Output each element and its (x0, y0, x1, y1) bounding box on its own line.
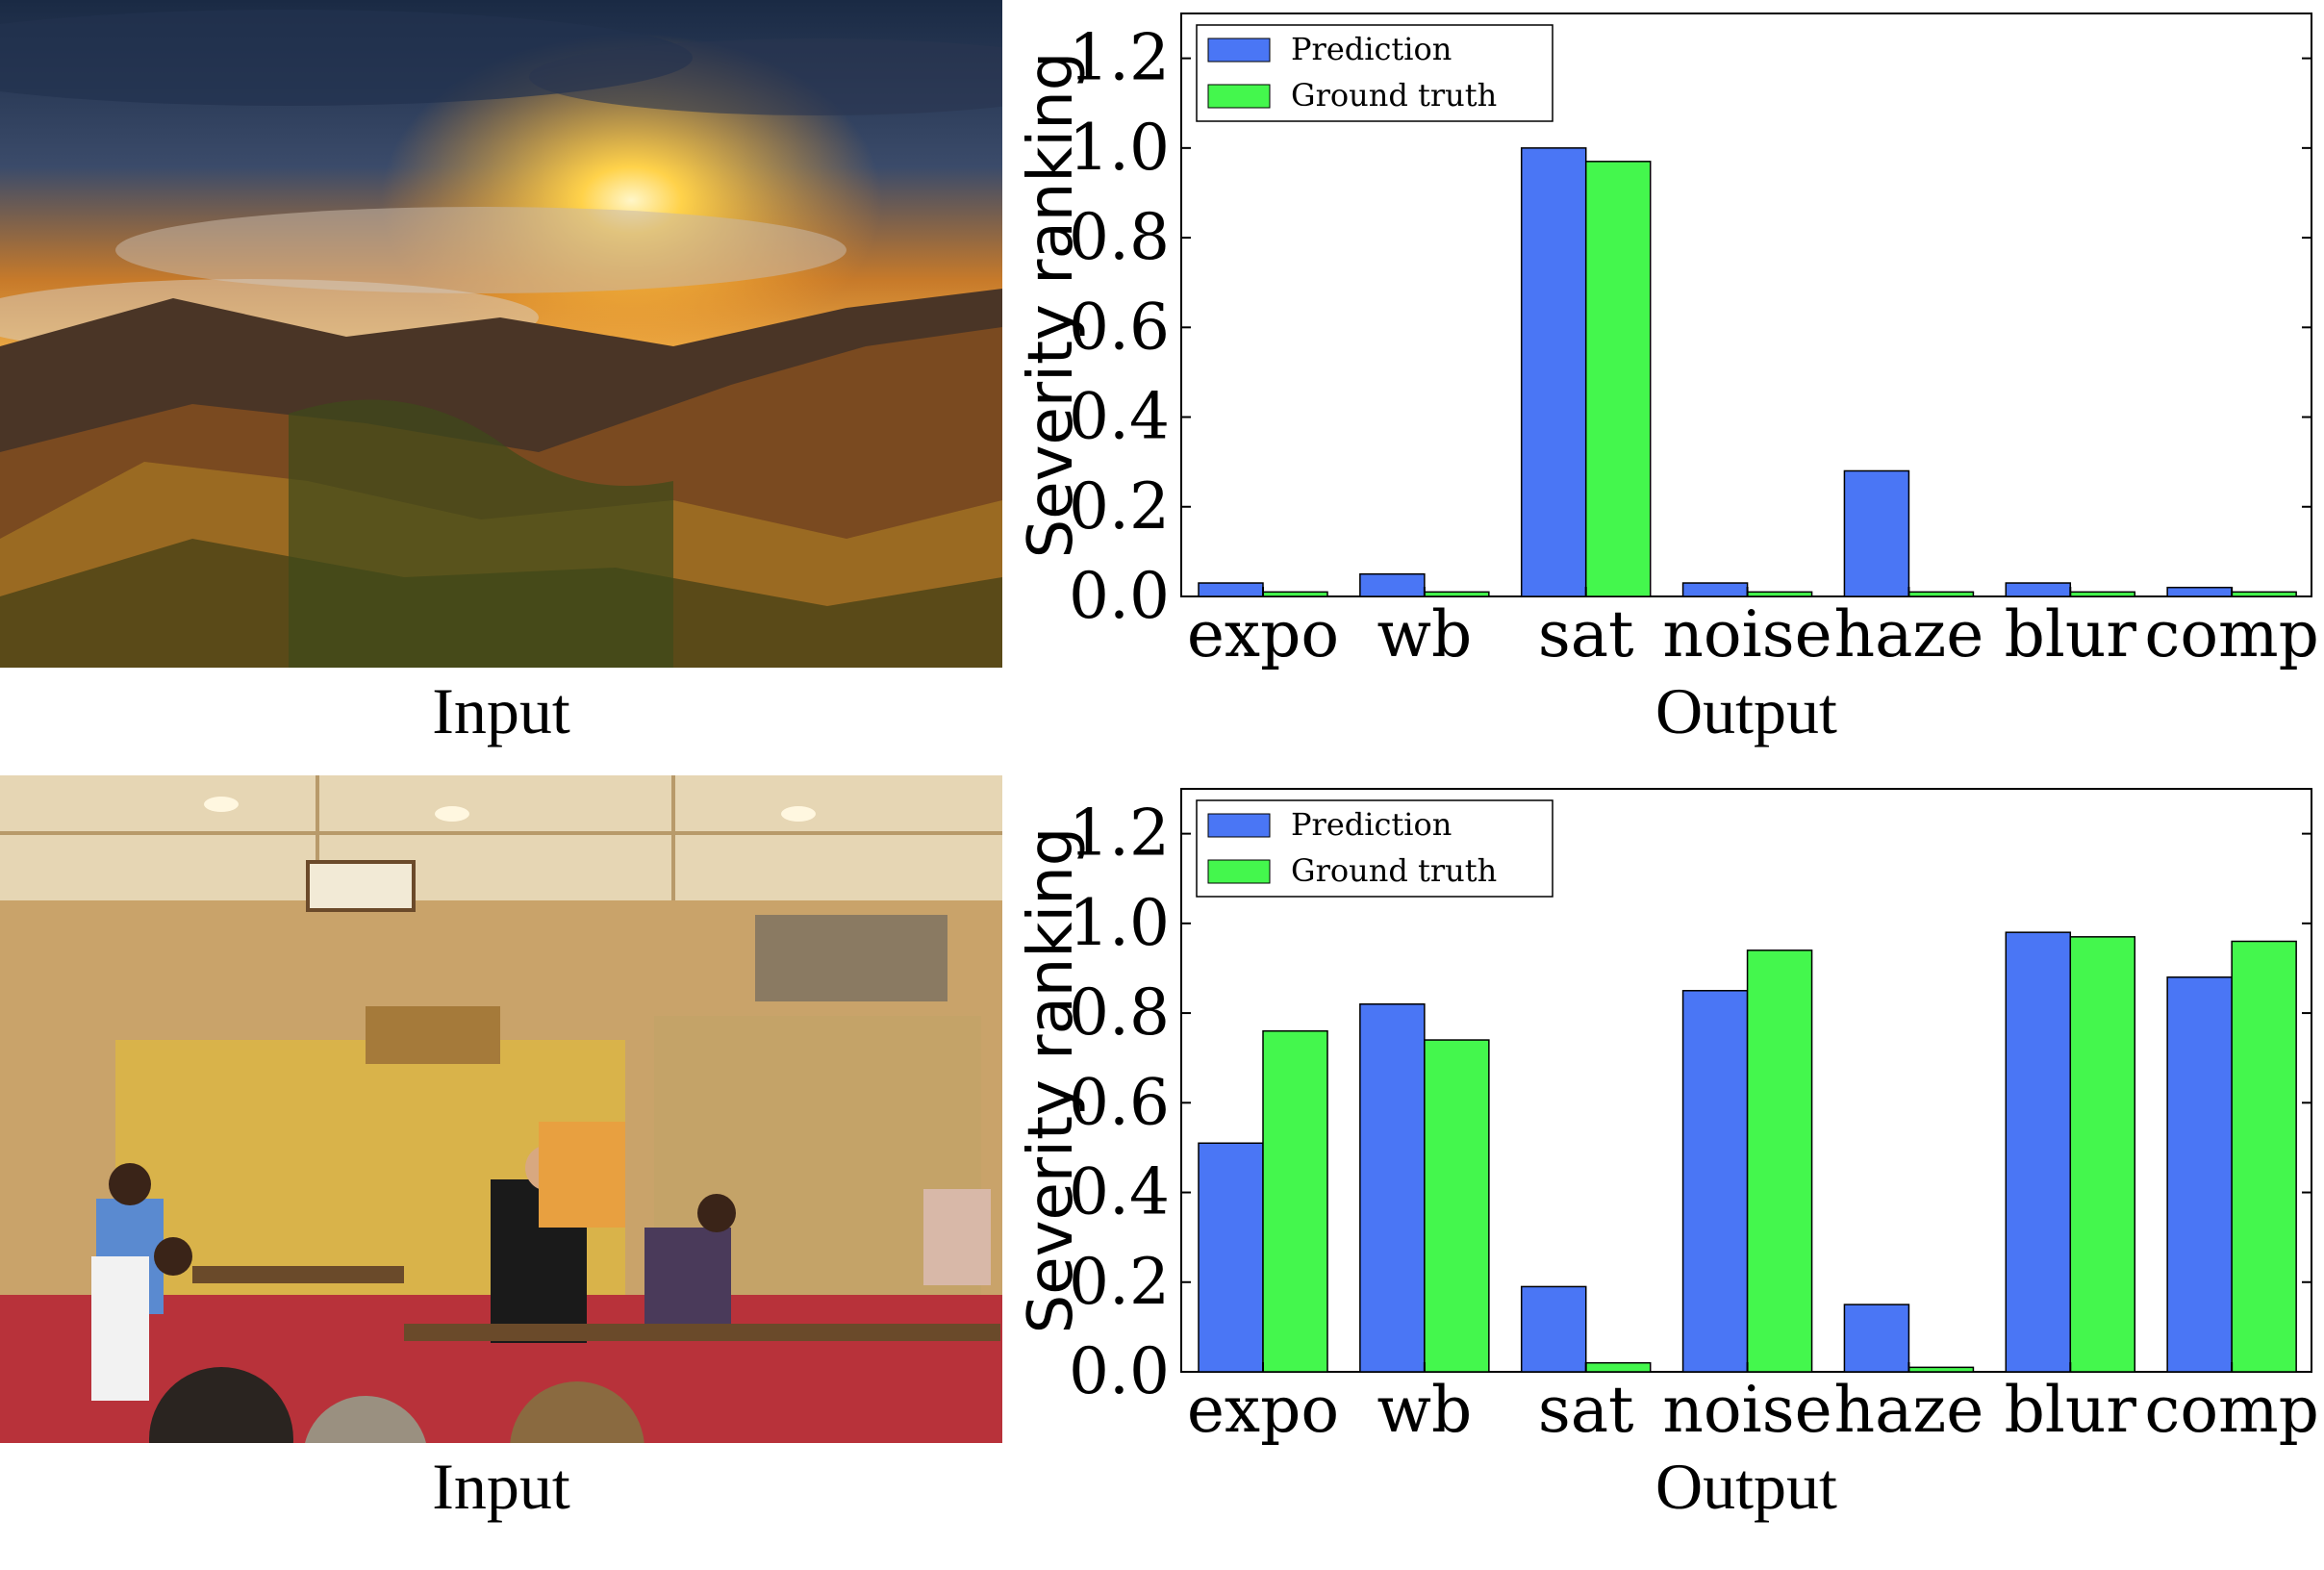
y-tick-label: 1.2 (1069, 797, 1170, 871)
x-tick-label: sat (1538, 1373, 1634, 1447)
bar-comp-prediction (2166, 976, 2233, 1373)
y-tick-label: 0.6 (1069, 290, 1170, 364)
bar-haze-ground-truth (1907, 591, 1975, 597)
bar-wb-prediction (1359, 1003, 1426, 1373)
bar-comp-ground-truth (2231, 940, 2297, 1373)
bar-expo-prediction (1198, 1142, 1264, 1373)
bar-comp-prediction (2166, 586, 2233, 597)
bar-wb-ground-truth (1424, 591, 1490, 597)
x-tick-label: expo (1187, 1373, 1339, 1447)
bar-sat-ground-truth (1584, 161, 1652, 597)
input-image-indoor (0, 775, 1002, 1443)
legend-label: Prediction (1291, 806, 1452, 843)
bar-blur-ground-truth (2069, 936, 2136, 1373)
y-tick-label: 0.4 (1069, 380, 1170, 454)
y-tick-label: 0.8 (1069, 200, 1170, 274)
legend-label: Ground truth (1291, 852, 1497, 889)
x-tick-label: comp (2144, 597, 2319, 671)
bar-expo-ground-truth (1262, 1029, 1328, 1373)
legend-swatch (1207, 38, 1271, 63)
x-tick-label: blur (2005, 1373, 2137, 1447)
bar-noise-ground-truth (1746, 591, 1813, 597)
bar-comp-ground-truth (2231, 591, 2297, 597)
y-tick-label: 0.4 (1069, 1155, 1170, 1229)
y-tick-label: 1.2 (1069, 21, 1170, 95)
x-tick-label: haze (1834, 597, 1984, 671)
bar-noise-prediction (1681, 990, 1749, 1373)
bar-noise-ground-truth (1746, 950, 1813, 1373)
x-tick-label: wb (1377, 1373, 1472, 1447)
y-tick-label: 0.0 (1069, 559, 1170, 633)
y-axis-label: Severity ranking (1016, 52, 1087, 559)
x-tick-label: noise (1662, 1373, 1831, 1447)
bar-haze-ground-truth (1907, 1366, 1975, 1373)
legend-swatch (1207, 859, 1271, 884)
x-tick-label: haze (1834, 1373, 1984, 1447)
bar-expo-ground-truth (1262, 591, 1328, 597)
legend-label: Ground truth (1291, 77, 1497, 114)
bar-expo-prediction (1198, 582, 1264, 597)
bar-wb-ground-truth (1424, 1039, 1490, 1373)
bar-blur-ground-truth (2069, 591, 2136, 597)
legend-swatch (1207, 813, 1271, 838)
y-axis-label: Severity ranking (1016, 827, 1087, 1334)
bar-noise-prediction (1681, 582, 1749, 597)
x-tick-label: noise (1662, 597, 1831, 671)
y-tick-label: 0.6 (1069, 1065, 1170, 1139)
y-tick-label: 0.2 (1069, 1245, 1170, 1319)
bar-haze-prediction (1843, 1304, 1910, 1373)
bar-haze-prediction (1843, 469, 1910, 597)
x-tick-label: wb (1377, 597, 1472, 671)
legend-swatch (1207, 84, 1271, 109)
bar-sat-prediction (1520, 147, 1587, 597)
y-tick-label: 1.0 (1069, 111, 1170, 185)
severity-chart-1: 0.0 0.2 0.4 0.6 0.8 1.0 1.2 Severity ranking exp… (1002, 0, 2324, 770)
y-tick-label: 0.8 (1069, 975, 1170, 1050)
x-tick-label: sat (1538, 597, 1634, 671)
legend: Prediction Ground truth (1196, 799, 1554, 898)
input-caption: Input (432, 1450, 570, 1523)
x-tick-label: expo (1187, 597, 1339, 671)
y-tick-label: 1.0 (1069, 886, 1170, 960)
y-tick-label: 0.0 (1069, 1334, 1170, 1408)
bar-blur-prediction (2005, 582, 2072, 597)
bar-sat-prediction (1520, 1285, 1587, 1373)
x-axis-label: Output (1655, 674, 1837, 747)
bar-blur-prediction (2005, 931, 2072, 1373)
bar-wb-prediction (1359, 572, 1426, 597)
x-axis-label: Output (1655, 1450, 1837, 1523)
x-tick-label: blur (2005, 597, 2137, 671)
input-image-landscape (0, 0, 1002, 668)
bar-sat-ground-truth (1584, 1361, 1652, 1373)
legend-label: Prediction (1291, 31, 1452, 67)
x-tick-label: comp (2144, 1373, 2319, 1447)
severity-chart-2: 0.0 0.2 0.4 0.6 0.8 1.0 1.2 Severity ranking exp… (1002, 775, 2324, 1545)
y-tick-label: 0.2 (1069, 469, 1170, 544)
input-caption: Input (432, 674, 570, 747)
legend: Prediction Ground truth (1196, 24, 1554, 122)
